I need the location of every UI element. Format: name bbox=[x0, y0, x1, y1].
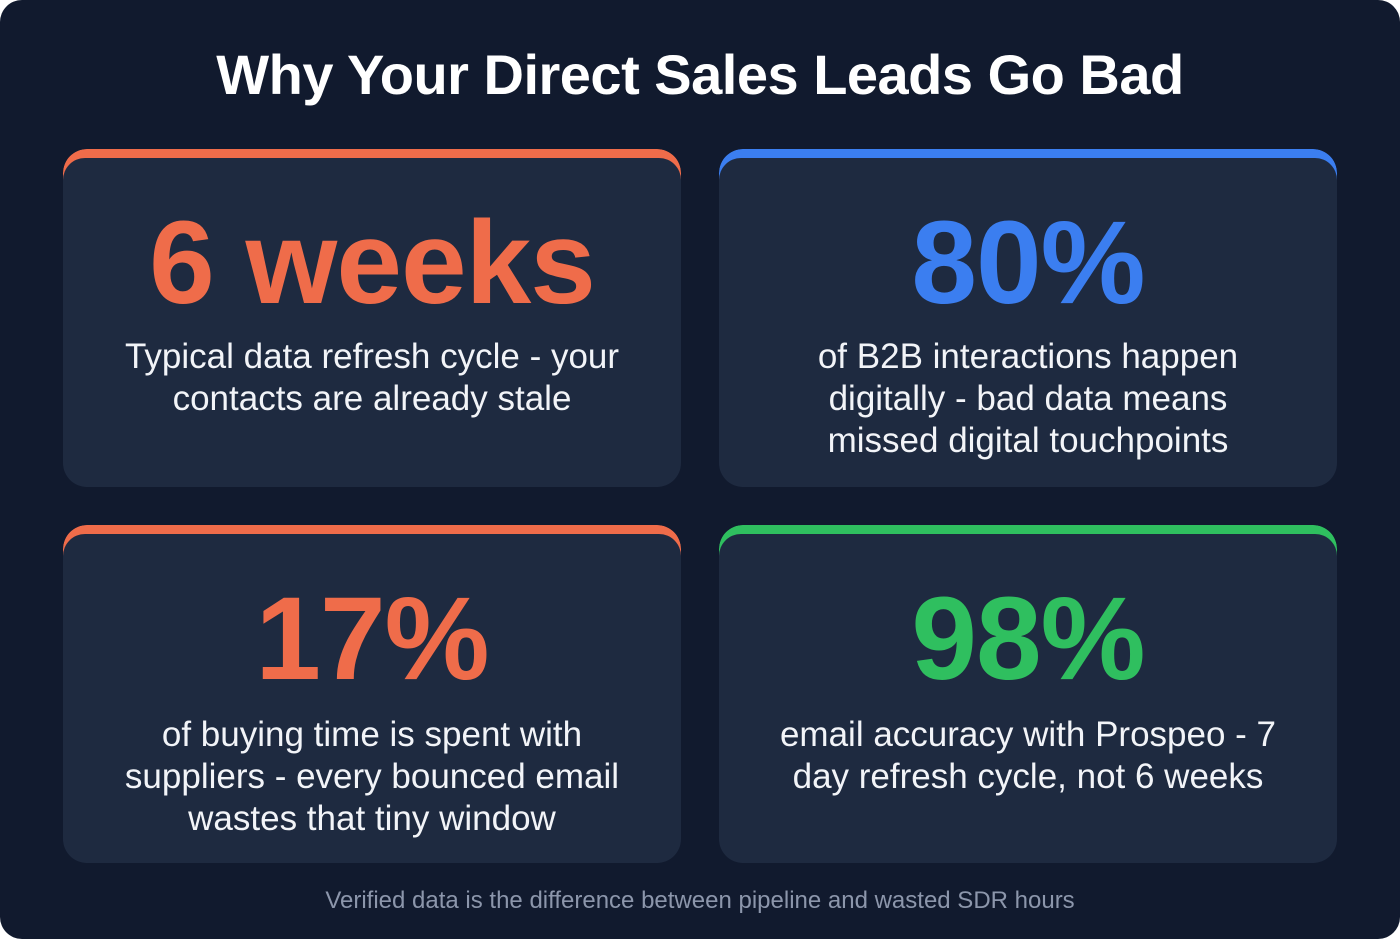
card-body: 17% of buying time is spent with supplie… bbox=[63, 534, 681, 863]
stat-description: of buying time is spent with suppliers -… bbox=[124, 715, 620, 838]
stat-description: email accuracy with Prospeo - 7 day refr… bbox=[779, 715, 1277, 796]
stat-card-b2b-digital: 80% of B2B interactions happen digitally… bbox=[719, 149, 1337, 487]
stat-value: 17% bbox=[255, 573, 489, 705]
stat-card-buying-time: 17% of buying time is spent with supplie… bbox=[63, 525, 681, 863]
stat-value: 80% bbox=[911, 197, 1145, 329]
stat-description: of B2B interactions happen digitally - b… bbox=[817, 337, 1239, 460]
page-title: Why Your Direct Sales Leads Go Bad bbox=[216, 43, 1184, 106]
footer-tagline: Verified data is the difference between … bbox=[325, 887, 1075, 914]
stat-value: 6 weeks bbox=[149, 197, 596, 329]
card-body: 98% email accuracy with Prospeo - 7 day … bbox=[719, 534, 1337, 863]
stat-card-email-accuracy: 98% email accuracy with Prospeo - 7 day … bbox=[719, 525, 1337, 863]
stat-value: 98% bbox=[911, 573, 1145, 705]
stat-description: Typical data refresh cycle - your contac… bbox=[124, 337, 620, 418]
card-body: 80% of B2B interactions happen digitally… bbox=[719, 158, 1337, 487]
card-body: 6 weeks Typical data refresh cycle - you… bbox=[63, 158, 681, 487]
stat-card-refresh-cycle: 6 weeks Typical data refresh cycle - you… bbox=[63, 149, 681, 487]
